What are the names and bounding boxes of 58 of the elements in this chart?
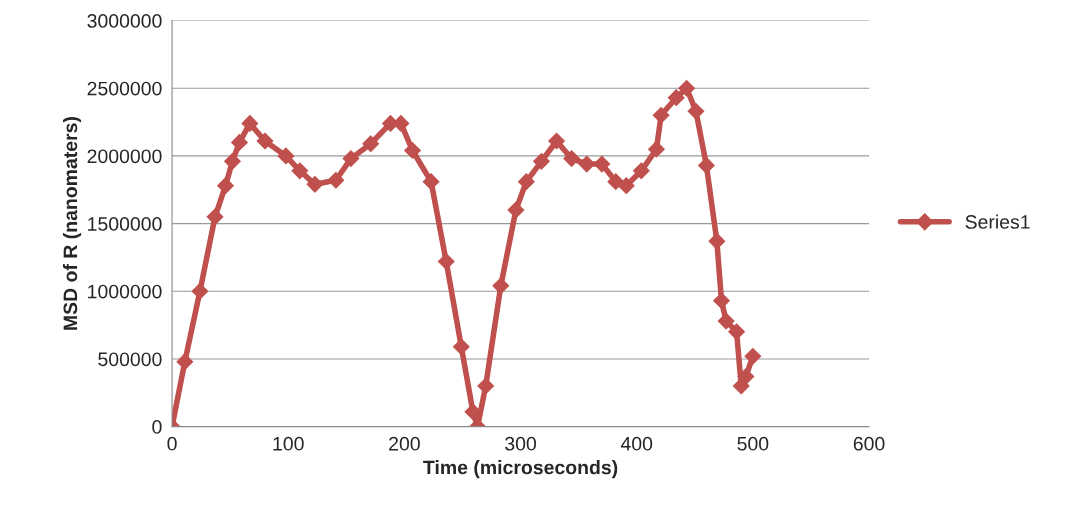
point (306, 175, 324, 193)
point (191, 282, 209, 300)
point (256, 132, 274, 150)
point (176, 353, 194, 371)
point (678, 79, 696, 97)
point (533, 152, 550, 170)
point (648, 140, 665, 158)
point (362, 135, 380, 153)
y-axis-title: MSD of R (nanomaters) (62, 117, 82, 330)
x-tick-label: 600 (853, 436, 885, 451)
x-tick-label: 300 (505, 436, 536, 451)
point (708, 232, 726, 250)
y-tick-label: 1000000 (88, 284, 162, 299)
point (342, 150, 360, 167)
point (667, 89, 685, 107)
x-axis-title: Time (microseconds) (423, 460, 618, 479)
point (517, 173, 535, 191)
point (717, 312, 735, 330)
x-tick-label: 200 (389, 436, 420, 451)
point (206, 208, 224, 226)
point (607, 173, 625, 191)
point (437, 253, 455, 270)
point (241, 115, 259, 132)
point (687, 102, 705, 120)
x-tick-label: 400 (620, 436, 653, 451)
y-tick-label: 500000 (98, 352, 162, 367)
point (617, 177, 635, 195)
y-tick-label: 3000000 (87, 14, 162, 28)
point (632, 162, 650, 180)
y-tick-label: 0 (152, 420, 162, 434)
point (277, 147, 295, 165)
point (548, 132, 565, 150)
x-tick-label: 100 (273, 436, 304, 451)
point (231, 134, 248, 151)
point (713, 292, 730, 310)
point (452, 338, 470, 356)
point (507, 201, 525, 219)
point (744, 347, 762, 365)
point (477, 377, 495, 395)
x-tick-label: 500 (737, 436, 769, 451)
point (737, 368, 755, 385)
y-tick-label: 2500000 (87, 81, 162, 96)
point (563, 150, 581, 167)
point (652, 106, 670, 124)
point (291, 162, 309, 180)
point (593, 155, 611, 173)
y-tick-label: 1500000 (88, 217, 162, 231)
point (698, 157, 715, 174)
y-tick-label: 2000000 (87, 149, 162, 164)
point (224, 152, 241, 170)
point (492, 277, 510, 295)
point (404, 142, 421, 159)
point (217, 177, 234, 195)
legend-label: Series1 (965, 214, 1030, 229)
point (728, 323, 745, 341)
point (422, 173, 440, 191)
x-tick-label: 0 (167, 436, 177, 451)
point (327, 171, 345, 189)
